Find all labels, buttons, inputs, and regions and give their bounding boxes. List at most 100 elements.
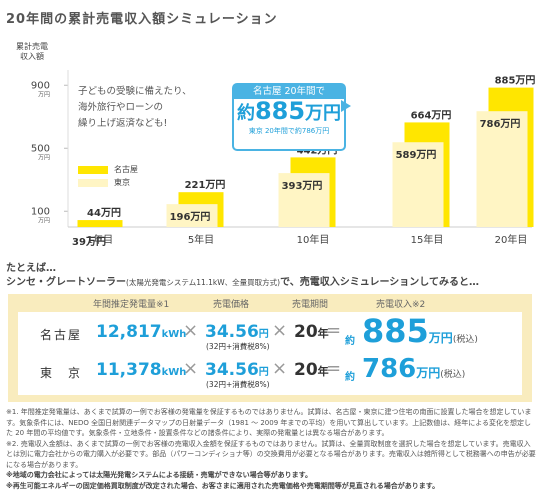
x-tick-label: 5年目 — [188, 233, 214, 246]
bar-tokyo — [166, 204, 218, 227]
y-tick-unit: 万円 — [38, 217, 50, 224]
footnote-4: ※再生可能エネルギーの固定価格買取制度が改定された場合、お客さまに適用された売電… — [6, 481, 440, 490]
y-tick-label: 100 — [31, 206, 50, 217]
callout-number: 885 — [254, 97, 306, 125]
callout-pointer — [341, 100, 351, 112]
legend-item-nagoya: 名古屋 — [78, 163, 138, 176]
y-axis-label-line1: 累計売電 — [16, 42, 48, 51]
times-sign: × — [272, 320, 288, 341]
row-price-unit: 円 — [258, 367, 269, 378]
row-approx: 約 — [345, 336, 355, 347]
y-tick-unit: 万円 — [38, 91, 50, 98]
row-tax: (税込) — [440, 370, 466, 380]
legend-label-tokyo: 東京 — [114, 178, 130, 187]
row-years-value: 20 — [294, 322, 318, 342]
chart-note-line1: 子どもの受験に備えたり、 — [78, 86, 192, 97]
footnotes: ※1. 年間推定発電量は、あくまで試算の一例でお客様の発電量を保証するものではあ… — [6, 407, 536, 491]
data-label-nagoya: 221万円 — [185, 179, 226, 191]
y-tick-label: 900 — [31, 80, 50, 91]
chart-canvas: 100万円500万円900万円44万円39万円1年目221万円196万円5年目4… — [31, 70, 536, 248]
row-years-unit: 年 — [317, 327, 329, 340]
legend-label-nagoya: 名古屋 — [114, 165, 138, 174]
simulation-panel: 年間推定発電量※1 売電価格 売電期間 売電収入※2 名古屋 12,817kWh… — [8, 294, 532, 402]
x-tick-label: 1年目 — [87, 233, 113, 246]
chart-note: 子どもの受験に備えたり、 海外旅行やローンの 繰り上げ返済なども! — [78, 84, 192, 132]
row-kwh: 11,378kWh — [96, 360, 186, 380]
row-price-note: (32円+消費税8%) — [206, 380, 270, 389]
chart-legend: 名古屋 東京 — [78, 163, 138, 189]
times-sign: × — [183, 358, 199, 379]
row-kwh-value: 12,817 — [96, 322, 162, 342]
equals-sign: = — [326, 358, 342, 379]
y-axis-label-line2: 収入額 — [20, 52, 44, 61]
row-price: 34.56円 — [205, 360, 269, 380]
bar-tokyo — [392, 142, 444, 227]
sim-row-tokyo: 東 京 11,378kWh × 34.56円 (32円+消費税8%) × 20年… — [8, 354, 532, 390]
intro-spec: (太陽光発電システム11.1kW、全量買取方式) — [126, 278, 281, 287]
legend-swatch-nagoya — [78, 165, 108, 174]
intro-line2: シンセ・グレートソーラー(太陽光発電システム11.1kW、全量買取方式)で、売電… — [6, 276, 479, 290]
header-income: 売電収入※2 — [376, 300, 426, 310]
footnote-1: ※1. 年間推定発電量は、あくまで試算の一例でお客様の発電量を保証するものではあ… — [6, 408, 532, 437]
simulation-table — [18, 312, 522, 395]
row-income-value: 786 — [362, 354, 417, 384]
row-years: 20年 — [294, 360, 329, 380]
callout-approx: 約 — [236, 103, 255, 124]
y-axis-label: 累計売電 収入額 — [6, 42, 58, 62]
row-years-unit: 年 — [317, 365, 329, 378]
bar-tokyo — [476, 111, 528, 227]
header-period: 売電期間 — [292, 300, 329, 310]
row-price: 34.56円 — [205, 322, 269, 342]
row-price-unit: 円 — [258, 329, 269, 340]
sim-row-nagoya: 名古屋 12,817kWh × 34.56円 (32円+消費税8%) × 20年… — [8, 312, 532, 352]
data-label-tokyo: 589万円 — [396, 149, 437, 161]
data-label-nagoya: 885万円 — [495, 75, 536, 87]
data-label-tokyo: 786万円 — [480, 118, 521, 130]
chart-note-line2: 海外旅行やローンの — [78, 102, 164, 113]
times-sign: × — [183, 320, 199, 341]
row-price-value: 34.56 — [205, 322, 259, 342]
row-kwh: 12,817kWh — [96, 322, 186, 342]
row-income: 786万円(税込) — [362, 354, 465, 384]
data-label-tokyo: 196万円 — [170, 211, 211, 223]
row-income: 885万円(税込) — [362, 312, 478, 350]
row-kwh-unit: kWh — [161, 367, 187, 378]
row-location: 東 京 — [40, 366, 83, 380]
row-location: 名古屋 — [40, 328, 83, 342]
x-tick-label: 10年目 — [297, 233, 330, 246]
footnote-3: ※地域の電力会社によっては太陽光発電システムによる接続・売電ができない場合等があ… — [6, 471, 312, 479]
row-tax: (税込) — [452, 335, 478, 345]
data-label-nagoya: 664万円 — [411, 109, 452, 121]
data-label-nagoya: 44万円 — [87, 207, 121, 219]
data-label-tokyo: 39万円 — [72, 236, 106, 248]
footnote-2: ※2. 売電収入金額は、あくまで試算の一例でお客様の売電収入金額を保証するもので… — [6, 439, 536, 469]
x-tick-label: 15年目 — [411, 233, 444, 246]
callout-box: 名古屋 20年間で 約885万円 東京 20年間で約786万円 — [232, 83, 346, 151]
income-chart: 100万円500万円900万円44万円39万円1年目221万円196万円5年目4… — [0, 30, 540, 255]
callout-unit: 万円 — [305, 103, 342, 124]
callout-head: 名古屋 20年間で — [234, 85, 344, 99]
y-tick-unit: 万円 — [38, 154, 50, 161]
intro-line1: たとえば… — [6, 263, 56, 274]
x-tick-label: 20年目 — [495, 233, 528, 246]
row-income-unit: 万円 — [428, 331, 453, 345]
page-title: 20年間の累計売電収入額シミュレーション — [6, 12, 278, 27]
legend-item-tokyo: 東京 — [78, 176, 138, 189]
callout-sub: 東京 20年間で約786万円 — [248, 127, 330, 135]
bar-nagoya — [77, 220, 123, 227]
times-sign: × — [272, 358, 288, 379]
row-kwh-unit: kWh — [161, 329, 187, 340]
equals-sign: = — [326, 320, 342, 341]
row-years: 20年 — [294, 322, 329, 342]
row-kwh-value: 11,378 — [96, 360, 162, 380]
intro-product: シンセ・グレートソーラー — [6, 277, 126, 288]
header-price: 売電価格 — [213, 300, 250, 310]
row-price-note: (32円+消費税8%) — [206, 342, 270, 351]
header-annual-kwh: 年間推定発電量※1 — [93, 300, 170, 310]
row-price-value: 34.56 — [205, 360, 259, 380]
chart-note-line3: 繰り上げ返済なども! — [78, 118, 168, 129]
row-years-value: 20 — [294, 360, 318, 380]
bar-tokyo — [278, 173, 330, 227]
y-tick-label: 500 — [31, 143, 50, 154]
legend-swatch-tokyo — [78, 178, 108, 187]
